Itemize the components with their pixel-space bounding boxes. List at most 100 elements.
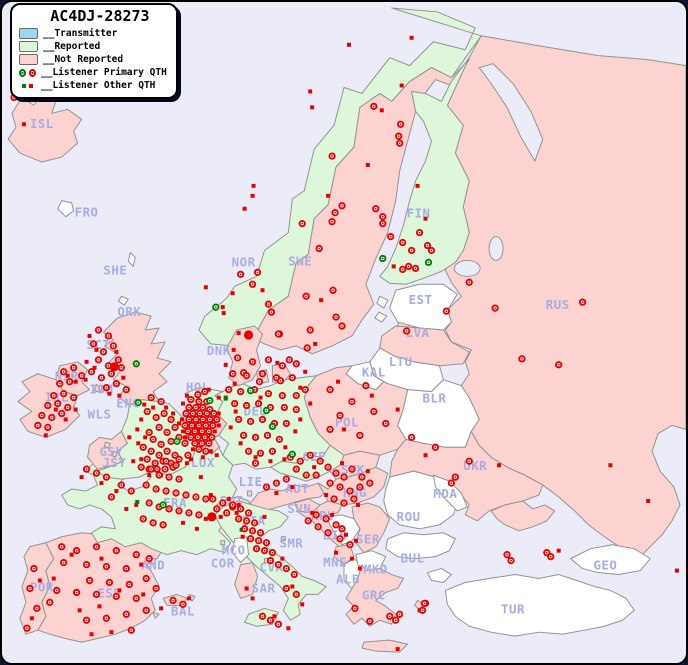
listener-primary-qth-marker-dot — [335, 472, 337, 475]
listener-other-qth-marker — [141, 592, 146, 597]
reported-swatch — [19, 41, 38, 52]
listener-primary-qth-marker-dot — [285, 478, 288, 481]
other-qth-marker-icons — [19, 83, 36, 88]
listener-primary-qth-marker-dot — [327, 466, 329, 469]
listener-primary-qth-marker-dot — [165, 490, 167, 492]
listener-other-qth-marker — [21, 122, 26, 127]
listener-primary-qth-marker-dot — [150, 450, 153, 453]
listener-other-qth-marker — [268, 459, 273, 464]
listener-other-qth-marker — [298, 417, 303, 422]
listener-primary-qth-marker-dot — [52, 394, 55, 397]
listener-primary-qth-marker-dot — [190, 436, 192, 439]
listener-primary-qth-marker-dot — [120, 484, 123, 486]
listener-primary-qth-marker-dot — [279, 379, 282, 382]
listener-primary-qth-marker-dot — [335, 316, 337, 318]
listener-other-qth-marker — [303, 369, 308, 374]
listener-primary-qth-marker-dot — [259, 531, 262, 534]
country-SMR — [280, 536, 286, 542]
listener-primary-qth-marker-dot — [142, 446, 145, 449]
country-label-SWE: SWE — [288, 253, 312, 268]
listener-other-qth-marker — [208, 493, 213, 498]
listener-primary-qth-marker-dot — [100, 376, 103, 379]
listener-other-qth-marker — [180, 401, 185, 406]
lake — [453, 259, 481, 277]
listener-primary-qth-marker-dot — [182, 603, 184, 606]
listener-primary-qth-marker-dot — [315, 474, 318, 477]
listener-primary-qth-marker-dot — [201, 418, 204, 421]
listener-primary-qth-marker-dot — [105, 565, 108, 568]
listener-primary-qth-marker-dot — [174, 426, 176, 429]
listener-primary-qth-marker-dot — [197, 424, 200, 427]
listener-primary-qth-marker-dot — [184, 424, 186, 427]
listener-primary-qth-marker-dot — [204, 498, 207, 500]
country-label-GSY: GSY — [99, 444, 123, 459]
listener-primary-qth-marker-dot — [203, 436, 206, 439]
listener-primary-qth-marker-dot — [227, 388, 230, 391]
listener-primary-qth-marker-dot — [267, 358, 270, 361]
listener-primary-qth-marker-dot — [295, 362, 298, 365]
listener-primary-qth-marker-dot — [295, 394, 298, 397]
listener-primary-qth-marker-dot — [331, 220, 333, 223]
listener-other-qth-marker — [84, 359, 89, 364]
listener-primary-qth-marker-dot — [266, 434, 269, 437]
listener-primary-qth-marker-dot — [92, 343, 95, 345]
listener-other-qth-marker — [250, 193, 255, 198]
listener-other-qth-marker — [83, 377, 88, 382]
listener-primary-qth-marker-dot — [146, 410, 149, 413]
listener-other-qth-marker — [220, 305, 225, 310]
listener-other-qth-marker — [253, 455, 258, 460]
listener-primary-qth-marker-dot — [398, 613, 401, 616]
green-circle-marker-icon — [19, 68, 26, 77]
listener-other-qth-marker — [674, 568, 679, 573]
listener-primary-qth-marker-dot — [110, 496, 113, 498]
listener-primary-qth-marker-dot — [494, 307, 496, 310]
country-label-NOR: NOR — [232, 254, 256, 269]
listener-primary-qth-marker-dot — [185, 412, 187, 415]
listener-primary-qth-marker-dot — [410, 436, 413, 439]
listener-primary-qth-marker-dot — [549, 555, 552, 558]
listener-other-qth-marker — [186, 596, 191, 601]
listener-primary-qth-marker-dot — [174, 454, 176, 457]
listener-primary-qth-marker-dot — [256, 271, 259, 274]
listener-primary-qth-marker-dot — [353, 498, 355, 500]
legend-row-primary-qth: __Listener Primary QTH — [19, 66, 167, 79]
listener-other-qth-marker — [344, 532, 348, 537]
listener-primary-qth-marker-dot — [239, 508, 242, 510]
country-SWE — [254, 59, 470, 355]
listener-primary-qth-marker-dot — [125, 613, 128, 616]
listener-primary-qth-marker-dot — [398, 142, 401, 145]
listener-primary-qth-marker-dot — [36, 424, 39, 427]
listener-other-qth-marker — [365, 469, 370, 474]
listener-other-qth-marker — [290, 485, 295, 490]
listener-primary-qth-marker-dot — [275, 376, 278, 379]
listener-other-qth-marker — [89, 632, 94, 637]
listener-primary-qth-marker-dot — [185, 494, 187, 496]
listener-primary-qth-marker-dot — [510, 559, 512, 562]
listener-primary-qth-marker-dot — [557, 363, 560, 366]
listener-other-qth-marker — [139, 562, 144, 567]
listener-primary-qth-marker-dot — [381, 222, 384, 225]
listener-primary-qth-marker-dot — [148, 431, 151, 434]
listener-primary-qth-marker-dot — [329, 388, 331, 391]
listener-primary-qth-marker-dot — [117, 358, 120, 361]
listener-other-qth-marker — [274, 491, 279, 496]
listener-primary-qth-marker-dot — [288, 358, 291, 361]
listener-other-qth-marker — [310, 105, 315, 110]
listener-primary-qth-marker-dot — [56, 402, 59, 405]
listener-primary-qth-marker-dot — [125, 567, 128, 570]
country-ORK — [117, 295, 129, 306]
listener-other-qth-marker — [212, 429, 217, 434]
listener-primary-qth-marker-dot — [195, 406, 197, 409]
listener-primary-qth-marker-dot — [158, 506, 161, 508]
listener-other-qth-marker — [232, 381, 237, 386]
listener-primary-qth-marker-dot — [372, 105, 375, 108]
listener-primary-qth-marker-dot — [110, 372, 113, 375]
listener-primary-qth-marker-dot — [130, 490, 133, 492]
listener-primary-qth-marker-dot — [293, 573, 296, 576]
listener-primary-qth-marker-dot — [285, 567, 288, 570]
listener-primary-qth-marker-dot — [249, 537, 252, 540]
listener-primary-qth-marker-dot — [329, 428, 331, 431]
listener-primary-qth-marker-dot — [388, 615, 391, 618]
listener-primary-qth-marker-dot — [200, 442, 203, 445]
